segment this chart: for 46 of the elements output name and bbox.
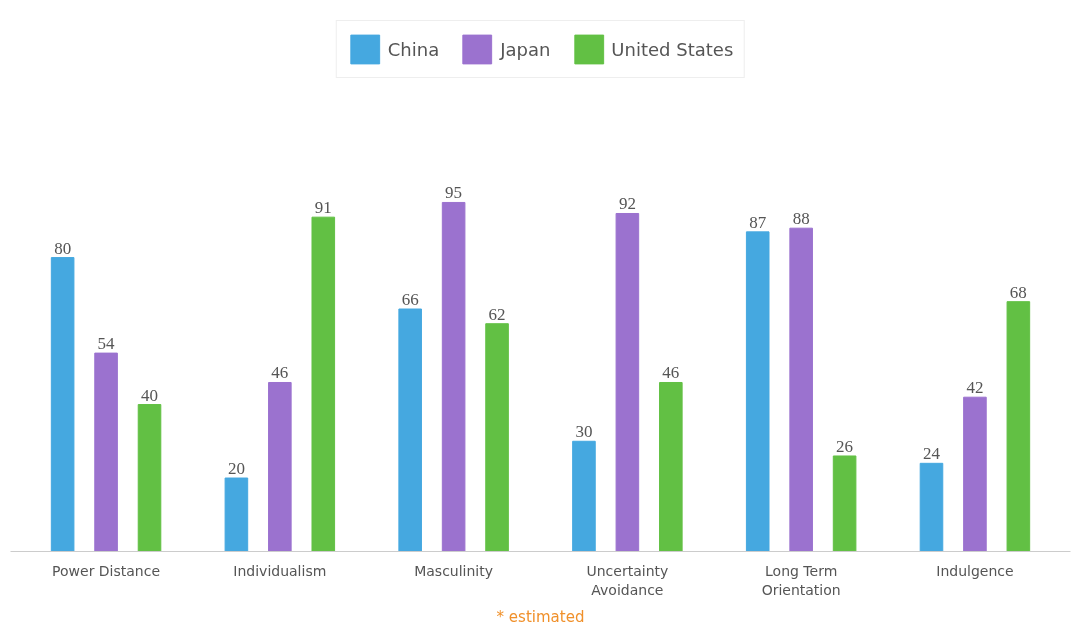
bar bbox=[659, 381, 683, 552]
data-label: 40 bbox=[141, 385, 159, 405]
bar bbox=[137, 404, 162, 552]
bar bbox=[441, 201, 466, 552]
bar bbox=[745, 231, 770, 552]
bar bbox=[50, 257, 75, 552]
legend-label: China bbox=[387, 38, 440, 60]
bar bbox=[789, 227, 813, 552]
data-label: 46 bbox=[271, 363, 289, 383]
bar bbox=[615, 212, 640, 552]
bar bbox=[832, 455, 857, 552]
data-label: 92 bbox=[618, 194, 636, 214]
data-label: 20 bbox=[227, 459, 245, 479]
data-label: 24 bbox=[922, 444, 941, 464]
bar bbox=[311, 216, 336, 552]
data-label: 95 bbox=[445, 183, 463, 203]
bar bbox=[1006, 301, 1031, 552]
x-tick-label: Power Distance bbox=[52, 562, 161, 579]
bar bbox=[94, 352, 118, 552]
data-label: 91 bbox=[314, 198, 332, 218]
data-label: 80 bbox=[54, 238, 72, 258]
data-label: 62 bbox=[488, 304, 506, 324]
bar bbox=[572, 440, 596, 552]
data-label: 46 bbox=[662, 363, 680, 383]
bar bbox=[398, 308, 422, 552]
x-tick-label: Indulgence bbox=[936, 562, 1014, 579]
bar bbox=[224, 477, 249, 552]
data-label: 26 bbox=[836, 436, 854, 456]
bar bbox=[485, 323, 509, 552]
data-label: 66 bbox=[401, 290, 419, 310]
legend-label: United States bbox=[611, 38, 734, 60]
text: * estimated bbox=[496, 607, 585, 626]
x-tick-label: Long Term Orientation bbox=[761, 562, 841, 598]
bar bbox=[963, 396, 987, 552]
data-label: 88 bbox=[792, 209, 810, 229]
x-tick-label: Individualism bbox=[233, 562, 327, 579]
data-label: 42 bbox=[966, 378, 984, 398]
x-tick-label: Uncertainty Avoidance bbox=[586, 562, 669, 598]
data-label: 68 bbox=[1009, 282, 1027, 302]
data-label: 87 bbox=[749, 212, 767, 232]
data-label: 54 bbox=[97, 334, 116, 354]
bar bbox=[919, 462, 944, 552]
data-label: 30 bbox=[575, 422, 593, 442]
legend-label: Japan bbox=[500, 38, 551, 60]
x-tick-label: Masculinity bbox=[414, 562, 494, 579]
bar bbox=[268, 381, 292, 552]
